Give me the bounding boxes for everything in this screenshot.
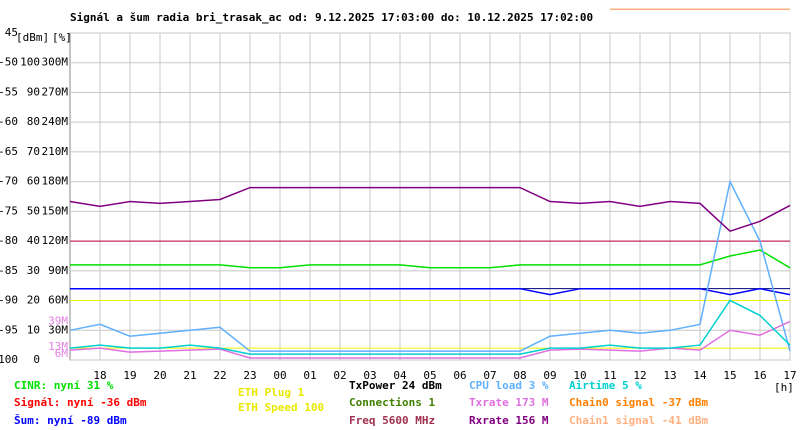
x-tick-label: 20 — [153, 369, 166, 382]
legend-entry: ETH Plug 1 — [238, 386, 305, 399]
y3-tick-label: 180M — [42, 175, 69, 188]
x-tick-label: 13 — [663, 369, 676, 382]
legend-entry: CPU load 3 % — [469, 379, 549, 392]
y2-tick-label: 100 — [20, 56, 40, 69]
legend-entry: Connections 1 — [349, 396, 435, 409]
series-line — [69, 186, 791, 233]
x-tick-label: 04 — [393, 369, 407, 382]
legend-entry: Freq 5600 MHz — [349, 414, 435, 427]
value-marker: 39M — [48, 314, 68, 327]
y2-tick-label: 80 — [27, 115, 40, 128]
y-unit: [dBm] — [16, 31, 49, 44]
x-tick-label: 19 — [123, 369, 136, 382]
x-tick-label: 18 — [93, 369, 106, 382]
x-tick-label: 01 — [303, 369, 316, 382]
y3-tick-label: 270M — [42, 85, 69, 98]
y2-unit: [%] — [52, 31, 72, 44]
x-tick-label: 10 — [573, 369, 586, 382]
x-tick-label: 16 — [753, 369, 766, 382]
y-tick-label: -50 — [0, 56, 18, 69]
legend-entry: TxPower 24 dBm — [349, 379, 442, 392]
y-tick-label: -65 — [0, 145, 18, 158]
y-tick-label: -80 — [0, 234, 18, 247]
legend-entry: Txrate 173 M — [469, 396, 549, 409]
y2-tick-label: 40 — [27, 234, 40, 247]
series-line — [69, 299, 791, 355]
legend-entry: Chain1 signal -41 dBm — [569, 414, 708, 427]
x-tick-label: 21 — [183, 369, 196, 382]
x-tick-label: 06 — [453, 369, 466, 382]
legend-entry: Šum: nyní -89 dBm — [14, 414, 127, 427]
value-marker: 6M — [55, 347, 69, 360]
x-tick-label: 02 — [333, 369, 346, 382]
y-tick-label: -75 — [0, 204, 18, 217]
y2-tick-label: 10 — [27, 323, 40, 336]
y-tick-label: -85 — [0, 264, 18, 277]
x-tick-label: 08 — [513, 369, 526, 382]
y-tick-label: -90 — [0, 294, 18, 307]
value-marker: 13M — [48, 340, 68, 353]
series-line — [69, 179, 791, 352]
x-tick-label: 05 — [423, 369, 436, 382]
y3-tick-label: 120M — [42, 234, 69, 247]
y2-tick-label: 0 — [33, 353, 40, 366]
x-tick-label: 09 — [543, 369, 556, 382]
x-tick-label: 07 — [483, 369, 496, 382]
x-tick-label: 12 — [633, 369, 646, 382]
y2-tick-label: 60 — [27, 175, 40, 188]
y-tick-label: -55 — [0, 85, 18, 98]
legend-entry: ETH Speed 100 — [238, 401, 324, 414]
legend-entry: Airtime 5 % — [569, 379, 642, 392]
y-tick-label: -100 — [0, 353, 18, 366]
y-tick-label: -60 — [0, 115, 18, 128]
x-tick-label: 22 — [213, 369, 226, 382]
legend-entry: Rxrate 156 M — [469, 414, 549, 427]
y3-tick-label: 300M — [42, 56, 69, 69]
legend-entry: Chain0 signal -37 dBm — [569, 396, 708, 409]
x-tick-label: 17 — [783, 369, 796, 382]
y2-tick-label: 50 — [27, 204, 40, 217]
y3-tick-label: 150M — [42, 204, 69, 217]
x-tick-label: 14 — [693, 369, 707, 382]
y2-tick-label: 90 — [27, 85, 40, 98]
x-tick-label: 23 — [243, 369, 256, 382]
y3-tick-label: 240M — [42, 115, 69, 128]
y-tick-label: 45 — [5, 26, 18, 39]
series-line — [70, 287, 791, 296]
y2-tick-label: 70 — [27, 145, 40, 158]
y3-tick-label: 30M — [48, 323, 68, 336]
x-tick-label: 00 — [273, 369, 286, 382]
legend-entry: Signál: nyní -36 dBm — [14, 396, 147, 409]
grid — [70, 32, 791, 361]
y-tick-label: -70 — [0, 175, 18, 188]
x-tick-label: 03 — [363, 369, 376, 382]
y3-tick-label: 210M — [42, 145, 69, 158]
x-unit: [h] — [774, 381, 794, 394]
y3-tick-label: 90M — [48, 264, 68, 277]
x-tick-label: 15 — [723, 369, 736, 382]
y2-tick-label: 20 — [27, 294, 40, 307]
x-tick-label: 11 — [603, 369, 616, 382]
legend-entry: CINR: nyní 31 % — [14, 379, 114, 392]
y3-tick-label: 60M — [48, 294, 68, 307]
chart-title: Signál a šum radia bri_trasak_ac od: 9.1… — [70, 11, 593, 24]
y-tick-label: -95 — [0, 323, 18, 336]
y2-tick-label: 30 — [27, 264, 40, 277]
series-line — [70, 249, 791, 269]
series-layer — [69, 8, 791, 359]
